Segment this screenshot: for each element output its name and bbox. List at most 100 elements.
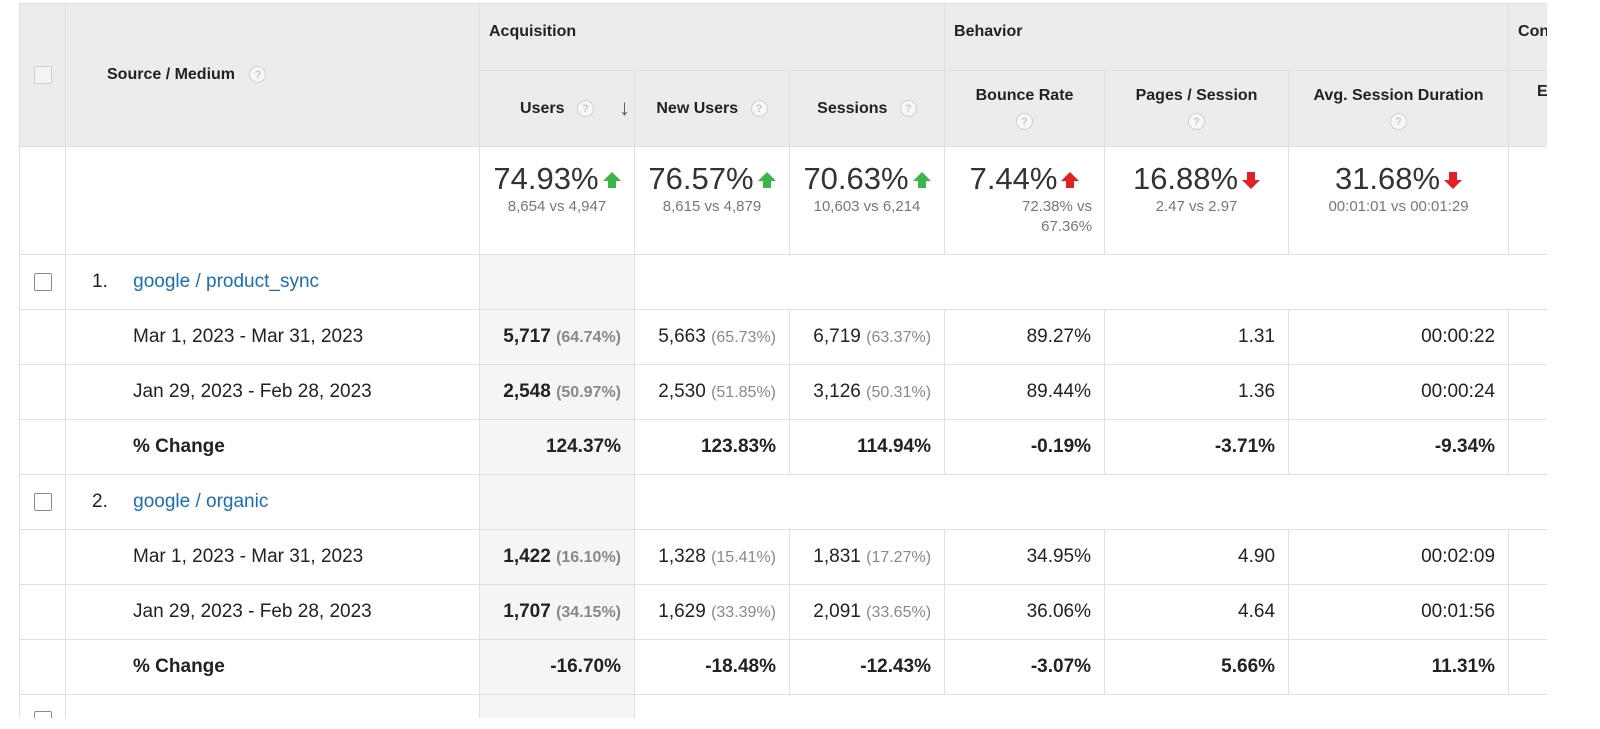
col-new-users-label: New Users (656, 99, 739, 117)
col-bounce-rate[interactable]: Bounce Rate ? (944, 70, 1106, 147)
empty-cell (19, 584, 66, 640)
group-acquisition-label: Acquisition (489, 23, 577, 40)
new-users-value: 1,328 (658, 546, 706, 567)
sessions-value: 2,091 (813, 601, 861, 622)
source-link[interactable]: google / organic (133, 491, 269, 512)
summary-users-pct: 74.93% (493, 161, 599, 196)
arrow-up-icon (757, 171, 776, 188)
users-cell: 1,707 (34.15%) (479, 584, 635, 640)
avg-session-duration-change: -9.34% (1288, 419, 1510, 475)
help-icon[interactable]: ? (750, 99, 768, 117)
row-select-cell (19, 254, 66, 310)
row-index: 2. (92, 491, 108, 512)
group-behavior: Behavior (944, 3, 1510, 71)
users-pct: (16.10%) (556, 549, 621, 566)
sessions-value: 6,719 (813, 326, 861, 347)
date-range-label: Mar 1, 2023 - Mar 31, 2023 (65, 529, 480, 585)
new-users-cell: 2,530 (51.85%) (634, 364, 790, 420)
col-avg-session-duration[interactable]: Avg. Session Duration ? (1288, 70, 1510, 147)
empty-cell (1508, 639, 1547, 695)
users-cell: 2,548 (50.97%) (479, 364, 635, 420)
sort-descending-icon[interactable]: ↓ (619, 95, 630, 120)
sessions-pct: (50.31%) (866, 384, 932, 401)
empty-cell (1508, 309, 1547, 365)
analytics-table-container: Source / Medium ? Acquisition Behavior C… (19, 3, 1547, 718)
help-icon[interactable]: ? (1390, 113, 1408, 130)
change-row: % Change 124.37% 123.83% 114.94% -0.19% … (19, 419, 1547, 475)
col-users[interactable]: Users ? ↓ (479, 70, 635, 147)
summary-empty (1508, 146, 1547, 255)
summary-empty (19, 146, 66, 255)
summary-pages-session: 16.88% 2.47 vs 2.97 (1104, 146, 1290, 255)
summary-empty (65, 146, 480, 255)
help-icon[interactable]: ? (1016, 113, 1034, 130)
empty-cell (65, 694, 480, 718)
empty-cell (19, 364, 66, 420)
date-row: Jan 29, 2023 - Feb 28, 2023 2,548 (50.97… (19, 364, 1547, 420)
users-value: 5,717 (503, 326, 551, 347)
new-users-pct: (33.39%) (711, 604, 776, 621)
avg-session-duration-cell: 00:01:56 (1288, 584, 1510, 640)
new-users-pct: (15.41%) (711, 549, 776, 566)
empty-cell (479, 474, 635, 530)
source-row: 2. google / organic (19, 474, 1547, 530)
help-icon[interactable]: ? (576, 99, 594, 117)
sessions-change: -12.43% (788, 639, 946, 695)
change-label: % Change (65, 419, 480, 475)
change-row: % Change -16.70% -18.48% -12.43% -3.07% … (19, 639, 1547, 695)
bounce-rate-cell: 34.95% (944, 529, 1106, 585)
summary-users-detail: 8,654 vs 4,947 (507, 198, 607, 215)
source-link[interactable]: google / product_sync (133, 271, 320, 292)
col-avg-session-duration-label: Avg. Session Duration (1313, 87, 1484, 104)
sessions-cell: 2,091 (33.65%) (788, 584, 946, 640)
select-all-checkbox[interactable] (33, 65, 52, 84)
users-value: 1,422 (503, 546, 551, 567)
source-row: 1. google / product_sync (19, 254, 1547, 310)
new-users-cell: 1,328 (15.41%) (634, 529, 790, 585)
group-conversions-label: Con (1518, 23, 1547, 40)
help-icon[interactable]: ? (1188, 113, 1206, 130)
empty-cell (634, 474, 1547, 530)
users-cell: 1,422 (16.10%) (479, 529, 635, 585)
source-medium-report-table: Source / Medium ? Acquisition Behavior C… (19, 3, 1547, 718)
col-bounce-rate-label: Bounce Rate (975, 87, 1074, 104)
col-new-users[interactable]: New Users ? (634, 70, 790, 147)
bounce-rate-cell: 89.27% (944, 309, 1106, 365)
sessions-cell: 1,831 (17.27%) (788, 529, 946, 585)
group-conversions: Con (1508, 3, 1547, 71)
sessions-pct: (63.37%) (866, 329, 932, 346)
users-value: 1,707 (503, 601, 551, 622)
col-pages-session-label: Pages / Session (1135, 87, 1258, 104)
arrow-up-icon (1061, 171, 1080, 188)
new-users-change: 123.83% (634, 419, 790, 475)
source-medium-header[interactable]: Source / Medium ? (65, 3, 480, 147)
row-checkbox[interactable] (33, 710, 52, 718)
help-icon[interactable]: ? (249, 66, 267, 84)
new-users-value: 2,530 (658, 381, 706, 402)
users-cell: 5,717 (64.74%) (479, 309, 635, 365)
pages-session-cell: 1.36 (1104, 364, 1290, 420)
help-icon[interactable]: ? (899, 99, 917, 117)
bounce-rate-change: -3.07% (944, 639, 1106, 695)
empty-cell (1508, 419, 1547, 475)
group-behavior-label: Behavior (954, 23, 1023, 40)
summary-new-users: 76.57% 8,615 vs 4,879 (634, 146, 790, 255)
empty-cell (19, 639, 66, 695)
select-all-cell (19, 3, 66, 147)
col-sessions[interactable]: Sessions ? (788, 70, 946, 147)
change-label: % Change (65, 639, 480, 695)
row-checkbox[interactable] (33, 272, 52, 291)
sessions-value: 3,126 (813, 381, 861, 402)
summary-row: 74.93% 8,654 vs 4,947 76.57% 8,615 vs 4,… (19, 146, 1547, 255)
summary-pages-session-pct: 16.88% (1132, 161, 1239, 196)
row-checkbox[interactable] (33, 492, 52, 511)
col-e[interactable]: E (1508, 70, 1547, 147)
empty-cell (19, 309, 66, 365)
summary-avg-session-duration-detail: 00:01:01 vs 00:01:29 (1328, 198, 1469, 215)
summary-sessions-detail: 10,603 vs 6,214 (813, 198, 921, 215)
source-cell: 1. google / product_sync (65, 254, 480, 310)
summary-avg-session-duration-pct: 31.68% (1334, 161, 1441, 196)
col-pages-session[interactable]: Pages / Session ? (1104, 70, 1290, 147)
new-users-value: 5,663 (658, 326, 706, 347)
group-acquisition: Acquisition (478, 3, 946, 71)
